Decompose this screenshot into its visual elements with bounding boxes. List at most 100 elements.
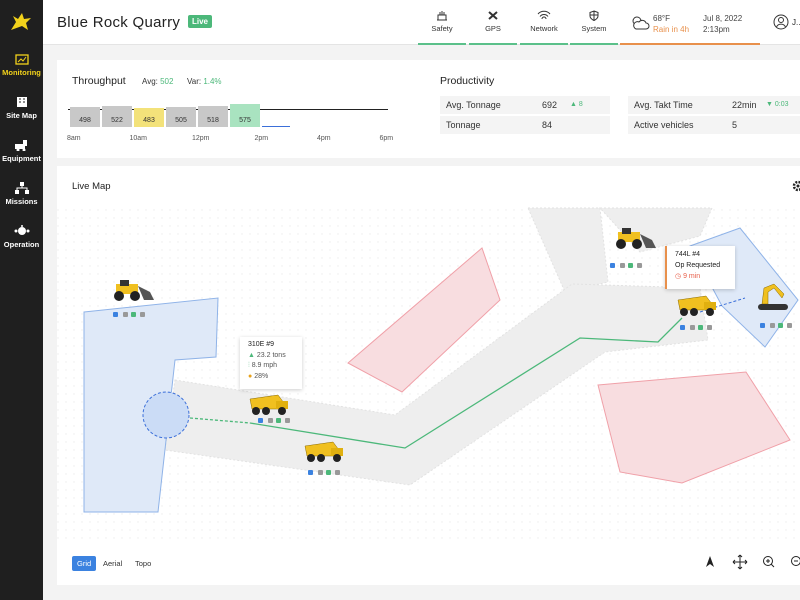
time-label: 12pm	[192, 135, 210, 142]
excavator[interactable]	[758, 283, 788, 310]
shape	[252, 407, 260, 415]
productivity-title: Productivity	[440, 75, 495, 87]
nav-label: Equipment	[2, 154, 41, 163]
status-label: System	[581, 24, 607, 33]
vehicle-callout[interactable]: 744L #4 Op Requested ◷ 9 min	[665, 246, 735, 289]
restricted-zone	[347, 247, 501, 393]
nav-equipment[interactable]: Equipment	[0, 139, 43, 163]
user-name: J...	[792, 18, 800, 27]
date: Jul 8, 2022	[703, 14, 743, 23]
sidebar: Monitoring Site Map Equipment Missions O…	[0, 0, 43, 600]
shape	[618, 232, 640, 242]
time-label: 2pm	[254, 135, 269, 142]
shape	[317, 454, 325, 462]
status-icon	[335, 470, 340, 475]
zoom-out-button[interactable]	[791, 556, 800, 566]
nav-label: Site Map	[6, 111, 37, 120]
view-aerial[interactable]: Aerial	[103, 559, 123, 568]
vehicle-wait: 9 min	[683, 273, 701, 280]
nav-site-map[interactable]: Site Map	[0, 96, 43, 120]
status-icon	[285, 418, 290, 423]
status-system[interactable]: System	[570, 10, 618, 45]
bar-label: 498	[79, 117, 91, 124]
avg-value: 502	[160, 77, 174, 86]
throughput-bar	[230, 104, 260, 127]
vehicles	[113, 228, 792, 475]
forecast: Rain in 4h	[653, 25, 690, 34]
route	[249, 317, 683, 449]
bar-label: 518	[207, 117, 219, 124]
time-label: 6pm	[379, 135, 394, 142]
status-safety[interactable]: Safety	[418, 10, 466, 45]
status-icon	[690, 325, 695, 330]
shape	[632, 239, 642, 249]
metric-label: Avg. Tonnage	[446, 100, 501, 110]
metric-value: 84	[542, 120, 553, 130]
zoom-in-button[interactable]	[763, 556, 775, 568]
metric-value: 5	[732, 120, 738, 130]
temperature: 68°F	[653, 14, 670, 23]
shape	[706, 308, 714, 316]
user-icon[interactable]	[773, 14, 789, 30]
shape	[690, 308, 698, 316]
status-icon	[268, 418, 273, 423]
pan-button[interactable]	[732, 554, 748, 570]
time: 2:13pm	[703, 25, 730, 34]
status-network[interactable]: Network	[520, 10, 568, 45]
locate-button[interactable]	[706, 556, 714, 567]
status-icon	[113, 312, 118, 317]
var-label: Var:	[187, 77, 202, 86]
status-icon	[770, 323, 775, 328]
shape	[758, 304, 788, 310]
throughput-bar	[70, 107, 100, 127]
nav-monitoring[interactable]: Monitoring	[0, 54, 43, 77]
status-gps[interactable]: GPS	[469, 10, 517, 45]
vehicle-id: 310E #9	[248, 341, 275, 348]
status-icon	[680, 325, 685, 330]
bar-label: 505	[175, 117, 187, 124]
metric-row: Active vehicles 5	[628, 116, 800, 134]
shape	[120, 280, 129, 286]
shape	[130, 291, 140, 301]
weather[interactable]: 68°F Rain in 4h Jul 8, 2022 2:13pm	[620, 10, 760, 45]
haul-truck[interactable]	[677, 295, 716, 316]
throughput-chart: 498 522 483 505 518 575 8am 10am 12pm 2pm 4pm 6pm	[57, 60, 397, 158]
restricted-zone	[597, 371, 791, 484]
bar-label: 522	[111, 117, 123, 124]
time-label: 8am	[67, 135, 81, 142]
status-label: Network	[530, 24, 558, 33]
haul-truck[interactable]	[249, 394, 288, 415]
status-label: Safety	[431, 24, 453, 33]
shape	[704, 302, 716, 310]
status-icon	[778, 323, 783, 328]
nav-missions[interactable]: Missions	[0, 182, 43, 206]
stats-card: Throughput Avg: 502 Var: 1.4% 498 522 483 5…	[57, 60, 800, 158]
status-icon	[318, 470, 323, 475]
metric-value: 22min	[732, 100, 757, 110]
status-icon	[308, 470, 313, 475]
nav-operation[interactable]: Operation	[0, 225, 43, 249]
vehicle-status: Op Requested	[675, 262, 721, 269]
status-icon	[276, 418, 281, 423]
shape	[278, 407, 286, 415]
view-grid[interactable]: Grid	[72, 556, 97, 571]
view-topo[interactable]: Topo	[135, 559, 152, 568]
settings-icon[interactable]	[792, 180, 800, 192]
status-icon	[131, 312, 136, 317]
vehicle-id: 744L #4	[675, 251, 701, 258]
avg-label: Avg:	[142, 77, 158, 86]
haul-truck[interactable]	[304, 441, 343, 462]
loader[interactable]	[616, 228, 656, 249]
status-icon	[787, 323, 792, 328]
vehicle-callout[interactable]: 310E #9 ▲ 23.2 tons ⫶ 8.9 mph ● 28%	[240, 337, 302, 389]
throughput-bar	[134, 107, 164, 127]
bar-label: 575	[239, 117, 251, 124]
loader[interactable]	[114, 280, 154, 301]
nav-label: Missions	[5, 197, 38, 206]
status-icon	[258, 418, 263, 423]
metric-label: Active vehicles	[634, 120, 694, 130]
bar-label: 483	[143, 117, 155, 124]
metric-label: Tonnage	[446, 120, 481, 130]
time-label: 10am	[129, 135, 148, 142]
live-badge: Live	[188, 15, 213, 28]
